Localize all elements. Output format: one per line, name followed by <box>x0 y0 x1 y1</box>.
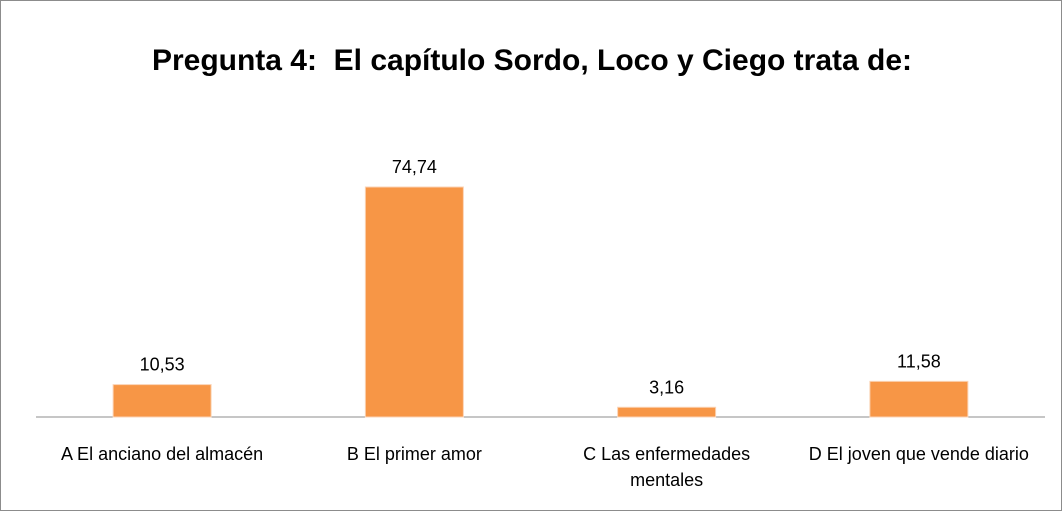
bar <box>617 406 717 418</box>
bar <box>869 380 969 418</box>
data-label: 10,53 <box>140 355 185 375</box>
x-tick-label: A El anciano del almacén <box>61 444 264 464</box>
x-tick-label: C Las enfermedades mentales <box>583 444 751 490</box>
data-label: 11,58 <box>897 351 941 371</box>
bar <box>112 384 212 418</box>
chart-title: Pregunta 4: El capítulo Sordo, Loco y Ci… <box>151 44 913 77</box>
x-tick-label: D El joven que vende diario <box>808 444 1029 464</box>
data-label: 74,74 <box>392 157 437 177</box>
bar <box>364 186 464 418</box>
x-tick-label: B El primer amor <box>346 444 482 464</box>
data-label: 3,16 <box>649 377 684 397</box>
